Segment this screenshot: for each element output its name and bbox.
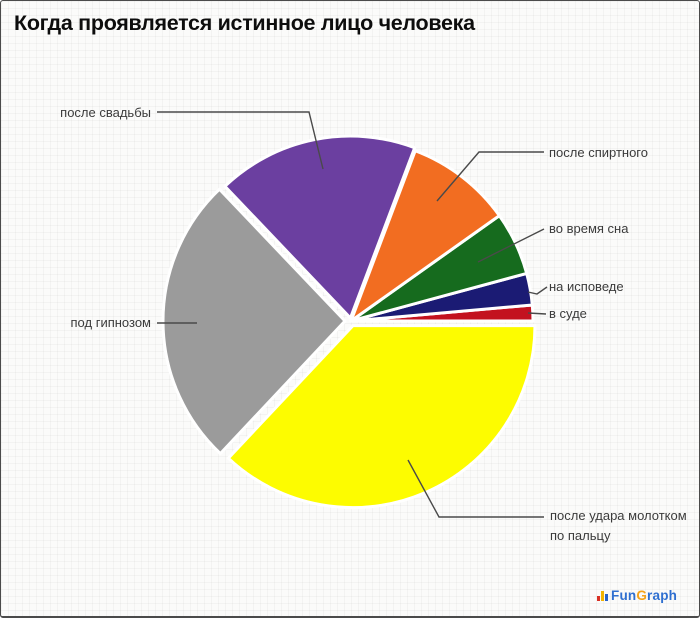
leader-line-svadby: [157, 111, 324, 170]
pie-slice-gipnozom: [161, 187, 347, 456]
fungraph-wordmark: FunGraph: [611, 588, 678, 603]
leader-line-sude: [527, 312, 547, 315]
pie-slice-svadby: [223, 134, 417, 320]
slice-label-at-confession: на исповеде: [549, 279, 624, 294]
slice-label-hammer-finger: после удара молотком по пальцу: [550, 508, 687, 543]
slice-label-after-alcohol: после спиртного: [549, 145, 648, 160]
leader-line-ispovede: [527, 286, 548, 295]
slice-label-in-court: в суде: [549, 306, 587, 321]
fungraph-watermark: FunGraph: [597, 588, 677, 603]
slice-label-during-sleep: во время сна: [549, 221, 629, 236]
leader-line-spirtnogo: [436, 151, 544, 202]
chart-title: Когда проявляется истинное лицо человека: [14, 11, 475, 35]
bar-chart-icon: [597, 591, 608, 603]
leader-line-sna: [477, 228, 545, 263]
leader-line-molotkom: [407, 459, 544, 518]
pie-slice-spirtnogo: [349, 149, 501, 323]
slice-label-after-wedding: после свадьбы: [60, 105, 151, 120]
slice-label-under-hypnosis: под гипнозом: [70, 315, 151, 330]
